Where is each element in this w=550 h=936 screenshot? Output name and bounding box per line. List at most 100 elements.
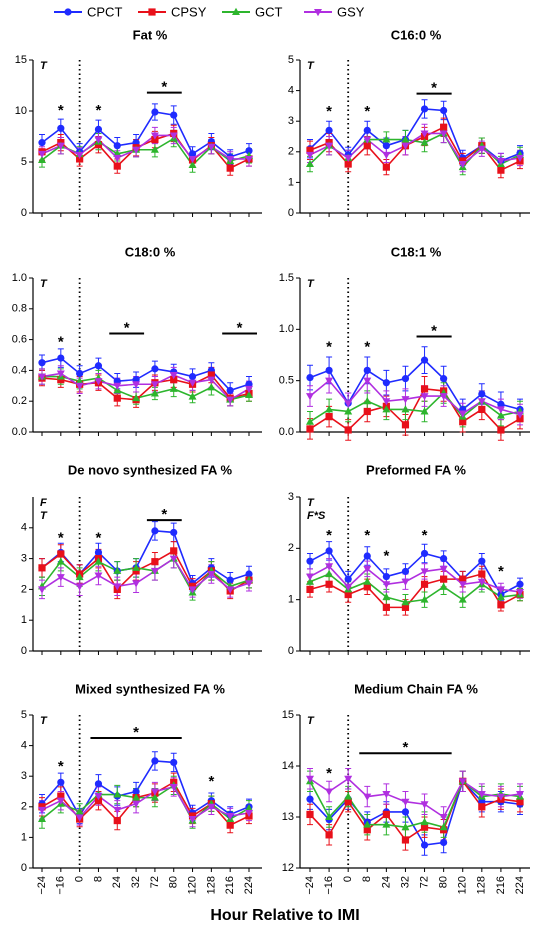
marker	[440, 123, 448, 131]
marker	[57, 124, 65, 132]
stat-letter: T	[40, 60, 48, 72]
y-tick-label: 15	[282, 709, 294, 721]
x-tick-label: 72	[418, 876, 430, 888]
marker	[382, 405, 391, 413]
marker	[132, 800, 141, 808]
legend-marker	[314, 9, 322, 17]
marker	[38, 373, 46, 381]
y-tick-label: 4	[288, 85, 294, 97]
y-tick-label: 5	[288, 54, 294, 66]
y-tick-label: 2	[21, 583, 27, 595]
significance-star: *	[58, 102, 64, 119]
marker	[325, 126, 333, 134]
y-tick-label: 2	[288, 542, 294, 554]
marker	[75, 807, 84, 815]
marker	[363, 826, 371, 834]
y-tick-label: 1	[21, 614, 27, 626]
marker	[75, 151, 84, 160]
significance-star: *	[58, 529, 64, 546]
significance-star: *	[58, 758, 64, 775]
marker	[226, 576, 234, 584]
marker	[150, 389, 159, 397]
x-tick-label: 32	[130, 876, 142, 888]
marker	[516, 411, 524, 419]
series-line	[309, 359, 521, 411]
marker	[113, 154, 122, 163]
marker	[94, 136, 103, 144]
marker	[420, 823, 429, 831]
panel-title: Preformed FA %	[366, 462, 466, 477]
marker	[458, 161, 467, 169]
x-tick-label: −24	[304, 876, 316, 895]
marker	[496, 157, 505, 166]
x-tick-label: 0	[74, 876, 86, 882]
marker	[401, 142, 410, 150]
legend-marker	[148, 8, 156, 16]
marker	[440, 375, 448, 383]
marker	[325, 405, 334, 413]
marker	[207, 371, 215, 379]
marker	[363, 820, 372, 828]
x-tick-label: −16	[323, 876, 335, 895]
marker	[439, 814, 448, 822]
marker	[56, 142, 65, 150]
y-tick-label: 15	[15, 54, 27, 66]
marker	[170, 111, 178, 119]
y-tick-label: 1.0	[279, 323, 294, 335]
marker	[344, 775, 353, 783]
marker	[226, 821, 234, 829]
marker	[132, 580, 141, 588]
panel-title: C18:1 %	[391, 244, 442, 259]
marker	[401, 421, 410, 429]
significance-star: *	[364, 103, 370, 120]
marker	[38, 155, 46, 163]
marker	[150, 788, 159, 796]
significance-star: *	[431, 80, 437, 97]
panel: C18:1 % 0.0 0.5 1.0 1.5 T * * *	[279, 244, 530, 441]
x-tick-label: 216	[495, 876, 507, 894]
y-tick-label: 0	[288, 207, 294, 219]
marker	[458, 581, 467, 589]
x-tick-label: −24	[36, 876, 48, 895]
significance-star: *	[161, 79, 167, 96]
marker	[440, 555, 448, 563]
marker	[188, 160, 197, 169]
significance-star: *	[326, 527, 332, 544]
legend-label: GCT	[255, 4, 283, 19]
marker	[401, 405, 410, 413]
marker	[497, 601, 505, 609]
marker	[151, 108, 159, 116]
marker	[188, 582, 197, 590]
x-tick-label: 120	[457, 876, 469, 894]
stat-letter: T	[40, 278, 48, 290]
x-tick-label: 80	[438, 876, 450, 888]
marker	[459, 157, 467, 165]
marker	[382, 810, 390, 819]
marker	[245, 147, 253, 155]
marker	[188, 372, 197, 381]
marker	[75, 382, 84, 390]
marker	[57, 376, 65, 384]
marker	[207, 383, 216, 391]
marker	[382, 791, 391, 799]
x-tick-label: 216	[224, 876, 236, 894]
y-tick-label: 0.0	[279, 426, 294, 438]
x-tick-label: 0	[342, 876, 354, 882]
y-tick-label: 0.2	[12, 395, 27, 407]
series-line	[309, 565, 521, 593]
x-tick-label: 224	[514, 876, 526, 894]
y-tick-label: 2	[21, 801, 27, 813]
y-tick-label: 0.0	[12, 426, 27, 438]
marker	[245, 580, 253, 588]
marker	[401, 823, 410, 831]
significance-star: *	[498, 563, 504, 580]
marker	[496, 411, 505, 419]
marker	[382, 592, 391, 601]
x-tick-label: 120	[186, 876, 198, 894]
marker	[363, 366, 371, 374]
series-line	[309, 126, 521, 172]
x-tick-label: 72	[149, 876, 161, 888]
x-tick-label: 80	[168, 876, 180, 888]
marker	[151, 558, 159, 566]
